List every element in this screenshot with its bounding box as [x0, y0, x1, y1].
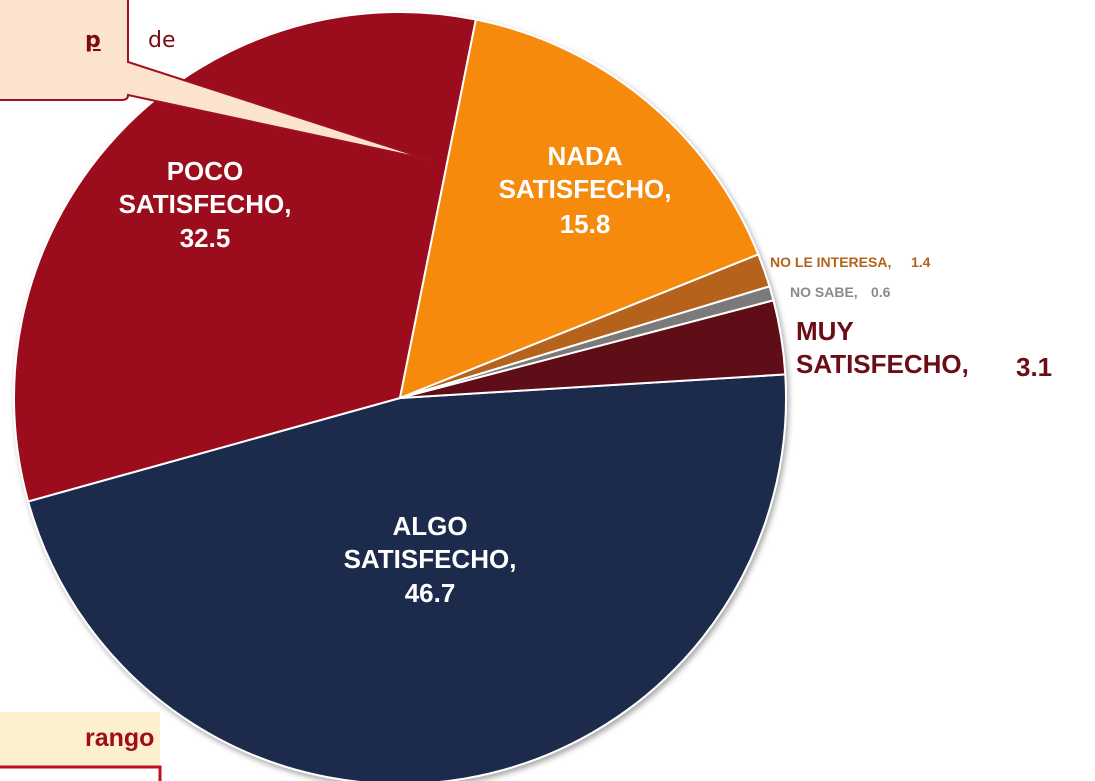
- data-label-value: 15.8: [559, 209, 611, 239]
- data-label-name: ALGO SATISFECHO,: [343, 511, 517, 574]
- pie-slice: [399, 299, 787, 399]
- data-label-value: 0.6: [871, 284, 891, 300]
- data-label-value: 32.5: [179, 223, 231, 253]
- pie-slice: [398, 18, 760, 400]
- data-label-name: MUY SATISFECHO,: [796, 316, 969, 379]
- pie: [13, 11, 787, 781]
- footer-frame: [0, 765, 162, 781]
- callout-text: p: [85, 28, 101, 53]
- callout-text: de: [148, 28, 176, 53]
- data-label-value: 3.1: [1016, 352, 1053, 382]
- pie-slice: [13, 11, 478, 503]
- data-label-value: 1.4: [911, 254, 931, 270]
- data-label-name: NADA SATISFECHO,: [498, 141, 672, 204]
- data-label-name: POCO SATISFECHO,: [118, 156, 292, 219]
- callout-box: [0, 0, 431, 161]
- data-label-name: NO LE INTERESA,: [770, 254, 892, 270]
- footer-box: [0, 712, 160, 767]
- data-label-value: 46.7: [404, 578, 456, 608]
- pie-slice: [26, 373, 787, 781]
- data-label-name: NO SABE,: [790, 284, 858, 300]
- footer-text: rango: [85, 724, 155, 752]
